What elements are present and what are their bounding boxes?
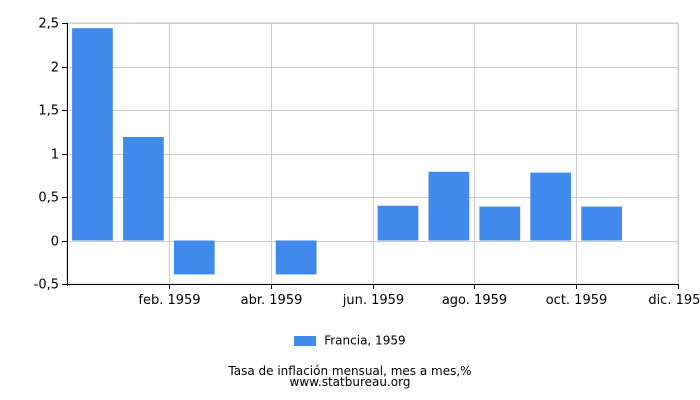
bar-jul. 1959: [377, 205, 419, 241]
y-tick-label: 2: [51, 61, 59, 76]
y-tick-label: 2,5: [38, 17, 59, 32]
bar-ene. 1959: [72, 28, 113, 241]
x-tick-label: feb. 1959: [138, 293, 200, 308]
y-tick-label: 0: [51, 235, 59, 250]
bar-sep. 1959: [479, 206, 521, 241]
legend-label: Francia, 1959: [324, 333, 406, 348]
bar-ago. 1959: [428, 171, 470, 241]
x-tick-label: jun. 1959: [342, 293, 404, 308]
chart-source: www.statbureau.org: [289, 375, 411, 389]
bar-nov. 1959: [581, 206, 622, 241]
x-tick-label: abr. 1959: [241, 293, 303, 308]
y-tick-label: 0,5: [38, 191, 59, 206]
y-tick-label: 1: [51, 148, 59, 163]
bar-may. 1959: [275, 240, 317, 275]
legend: Francia, 1959: [0, 333, 700, 348]
bar-mar. 1959: [173, 240, 215, 275]
bar-oct. 1959: [530, 172, 572, 241]
x-tick-label: oct. 1959: [546, 293, 608, 308]
legend-swatch: [294, 335, 317, 346]
chart-title: Tasa de inflación mensual, mes a mes,%: [228, 364, 472, 378]
y-tick-label: 1,5: [38, 104, 59, 119]
x-tick-label: ago. 1959: [442, 293, 507, 308]
x-tick-label: dic. 1959: [648, 293, 700, 308]
y-tick-label: -0,5: [34, 278, 59, 293]
bar-feb. 1959: [123, 136, 164, 241]
